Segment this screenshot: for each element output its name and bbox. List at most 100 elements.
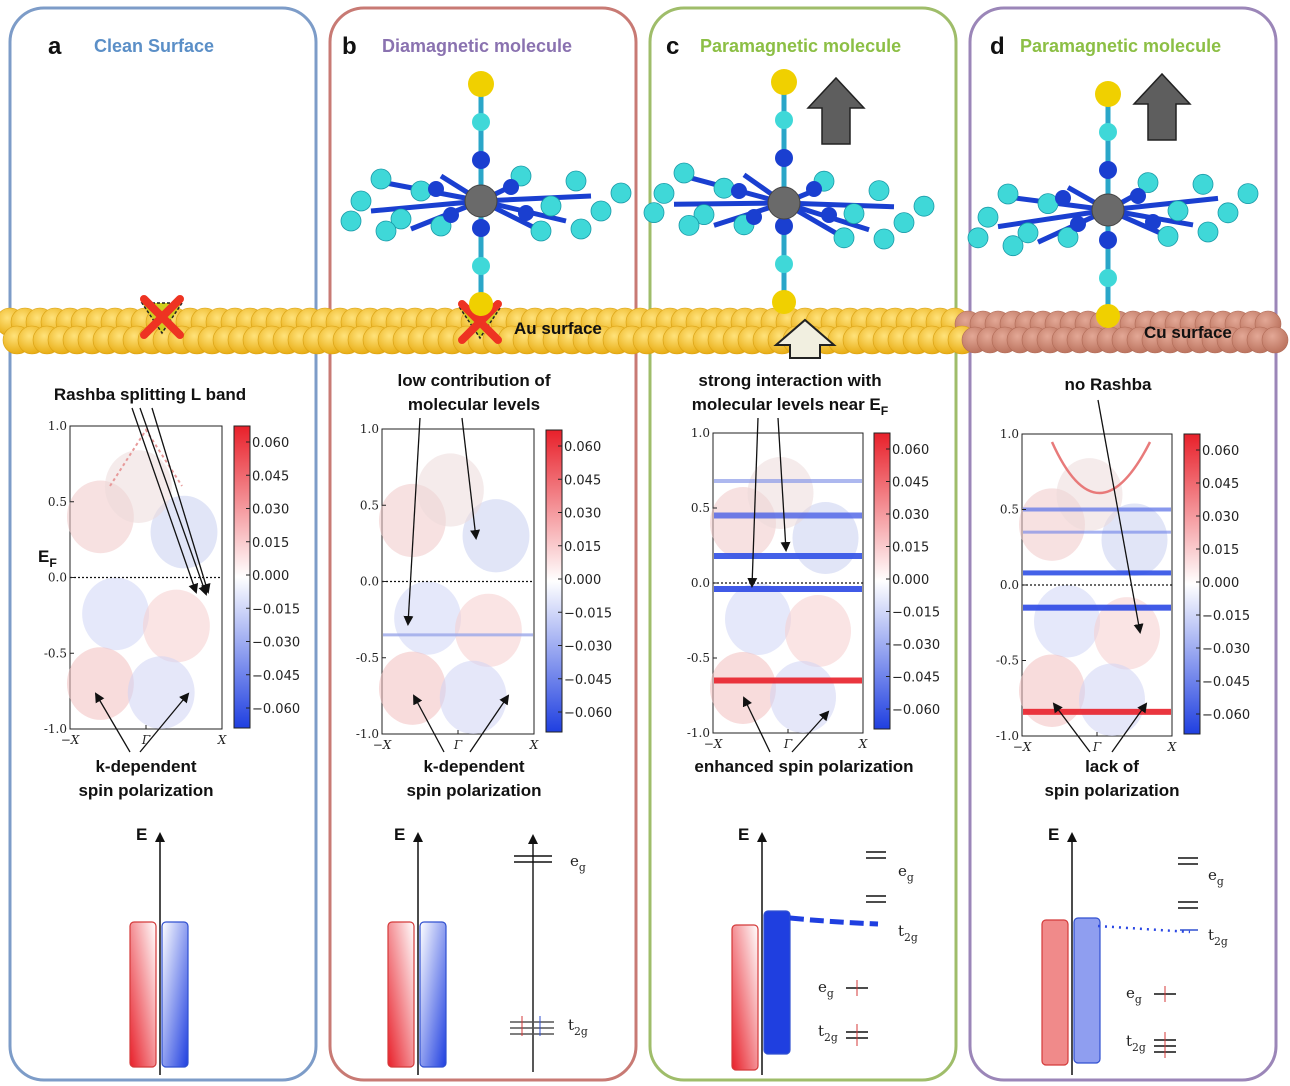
colorbar-tick-label: 0.045 <box>1202 477 1239 492</box>
carbon-atom <box>678 214 700 236</box>
ring-bond <box>673 200 785 207</box>
molecular-band <box>1023 604 1171 611</box>
panel-letter-b: b <box>342 33 357 60</box>
colorbar-tick-label: 0.045 <box>252 469 289 484</box>
pointer-arrow <box>1097 399 1144 634</box>
carbon-atom <box>540 195 562 217</box>
colorbar-tick-label: −0.045 <box>1202 675 1250 690</box>
colorbar-tick-label: −0.030 <box>892 638 940 653</box>
molecular-band <box>1023 708 1171 715</box>
molecular-band <box>714 677 862 684</box>
spin-up-dos-bar <box>731 924 759 1071</box>
x-tick-label: X <box>217 733 227 747</box>
energy-diagram-d: E <box>1041 825 1101 1075</box>
panel-letter-a: a <box>48 33 62 60</box>
nitrogen-atom <box>472 219 490 237</box>
spectral-weight <box>710 652 776 724</box>
pointer-arrow <box>139 407 209 596</box>
top-annotation: strong interaction with <box>698 371 881 390</box>
sulfur-atom <box>1095 81 1121 107</box>
colorbar-tick-label: −0.015 <box>252 602 300 617</box>
carbon-atom <box>590 200 612 222</box>
surface-layer: Au surface Cu surface <box>0 295 1289 359</box>
top-annotation: molecular levels <box>408 395 540 414</box>
x-tick-label: X <box>1167 740 1177 754</box>
nitrogen-atom <box>472 151 490 169</box>
spectral-weight <box>66 647 134 720</box>
nitrogen-atom <box>821 207 837 223</box>
nitrogen-atom <box>1130 188 1146 204</box>
colorbar-tick-label: −0.045 <box>252 669 300 684</box>
colorbar-c: 0.060 0.045 0.030 0.015 0.000 −0.015 −0.030 −0.… <box>873 432 940 730</box>
nitrogen-atom <box>775 217 793 235</box>
colorbar-tick-label: 0.015 <box>892 541 929 556</box>
colorbar-tick-label: 0.045 <box>892 476 929 491</box>
carbon-atom <box>1037 193 1059 215</box>
carbon-atom <box>977 206 999 228</box>
band-plot-c: 1.0 0.5 0.0 -0.5 -1.0−X Γ X 0.060 0.045 0.030 0.01… <box>687 426 940 751</box>
eg-label: eg <box>570 852 586 874</box>
spectral-weight <box>454 593 522 667</box>
spectral-weight <box>439 660 507 735</box>
carbon-atom <box>893 212 915 234</box>
panel-frame-a <box>8 6 318 1082</box>
nitrogen-atom <box>731 183 747 199</box>
au-surface-label: Au surface <box>514 319 602 338</box>
spin-arrow-d <box>1132 72 1192 141</box>
bottom-annotation: k-dependent <box>423 757 524 776</box>
carbon-atom <box>565 170 587 192</box>
y-tick-label: 1.0 <box>1000 427 1019 441</box>
colorbar-tick-label: 0.015 <box>564 540 601 555</box>
pointer-arrow <box>151 407 211 594</box>
spectral-weight <box>127 656 195 729</box>
nitrogen-atom <box>775 149 793 167</box>
spin-arrow-c <box>806 76 866 145</box>
carbon-atom <box>570 218 592 240</box>
x-tick-label: X <box>529 738 539 752</box>
carbon-atom <box>673 162 695 184</box>
x-tick-label: Γ <box>453 738 463 752</box>
spectral-weight <box>747 457 814 529</box>
blocked-site-marker-b <box>458 300 502 344</box>
eg-label: eg <box>1126 984 1142 1006</box>
iron-atom <box>1091 193 1125 227</box>
colorbar-tick-label: 0.015 <box>1202 543 1239 558</box>
energy-axis-label: E <box>136 825 147 844</box>
colorbar-gradient <box>1183 433 1201 735</box>
iron-atom <box>767 186 801 220</box>
nitrogen-atom <box>1070 216 1086 232</box>
pointer-arrow <box>139 692 190 753</box>
colorbar-tick-label: 0.000 <box>892 573 929 588</box>
band-plot-b: 1.0 0.5 0.0 -0.5 -1.0−X Γ X 0.060 0.045 0.030 0.01… <box>356 422 612 752</box>
eg-label: eg <box>898 862 914 884</box>
nitrogen-atom <box>1145 214 1161 230</box>
carbon-atom <box>693 204 715 226</box>
carbon-atom <box>1192 173 1214 195</box>
panel-letter-c: c <box>666 33 679 60</box>
panel-frame-c <box>648 6 958 1082</box>
top-annotation: no Rashba <box>1065 375 1152 394</box>
spectral-weight <box>142 589 210 663</box>
molecular-band <box>1023 530 1171 534</box>
ring-bond <box>997 207 1109 230</box>
carbon-atom <box>775 255 793 273</box>
molecule-b <box>340 71 632 316</box>
sulfur-atom <box>1096 304 1120 328</box>
band-plot-a: 1.0 0.5 0.0 -0.5 -1.0−X Γ X 0.060 0.045 0.030 0.01… <box>44 419 300 747</box>
energy-diagram-a: E <box>129 825 189 1075</box>
carbon-atom <box>1237 183 1259 205</box>
t2g-label: t2g <box>1208 926 1228 948</box>
carbon-atom <box>713 177 735 199</box>
ring-bond <box>480 193 592 204</box>
molecular-band <box>383 633 533 637</box>
carbon-atom <box>340 210 362 232</box>
colorbar-tick-label: −0.030 <box>1202 642 1250 657</box>
panel-frame-b <box>328 6 638 1082</box>
energy-axis-label: E <box>738 825 749 844</box>
colorbar-tick-label: 0.060 <box>252 436 289 451</box>
molecular-band <box>1023 507 1171 512</box>
nitrogen-atom <box>503 179 519 195</box>
copper-atom <box>1261 326 1289 354</box>
t2g-label: t2g <box>898 922 918 944</box>
y-tick-label: -1.0 <box>687 726 710 740</box>
